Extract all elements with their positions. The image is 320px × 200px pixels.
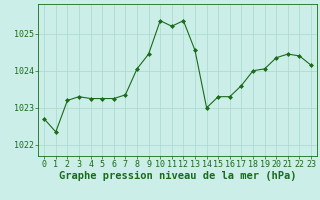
X-axis label: Graphe pression niveau de la mer (hPa): Graphe pression niveau de la mer (hPa) <box>59 171 296 181</box>
